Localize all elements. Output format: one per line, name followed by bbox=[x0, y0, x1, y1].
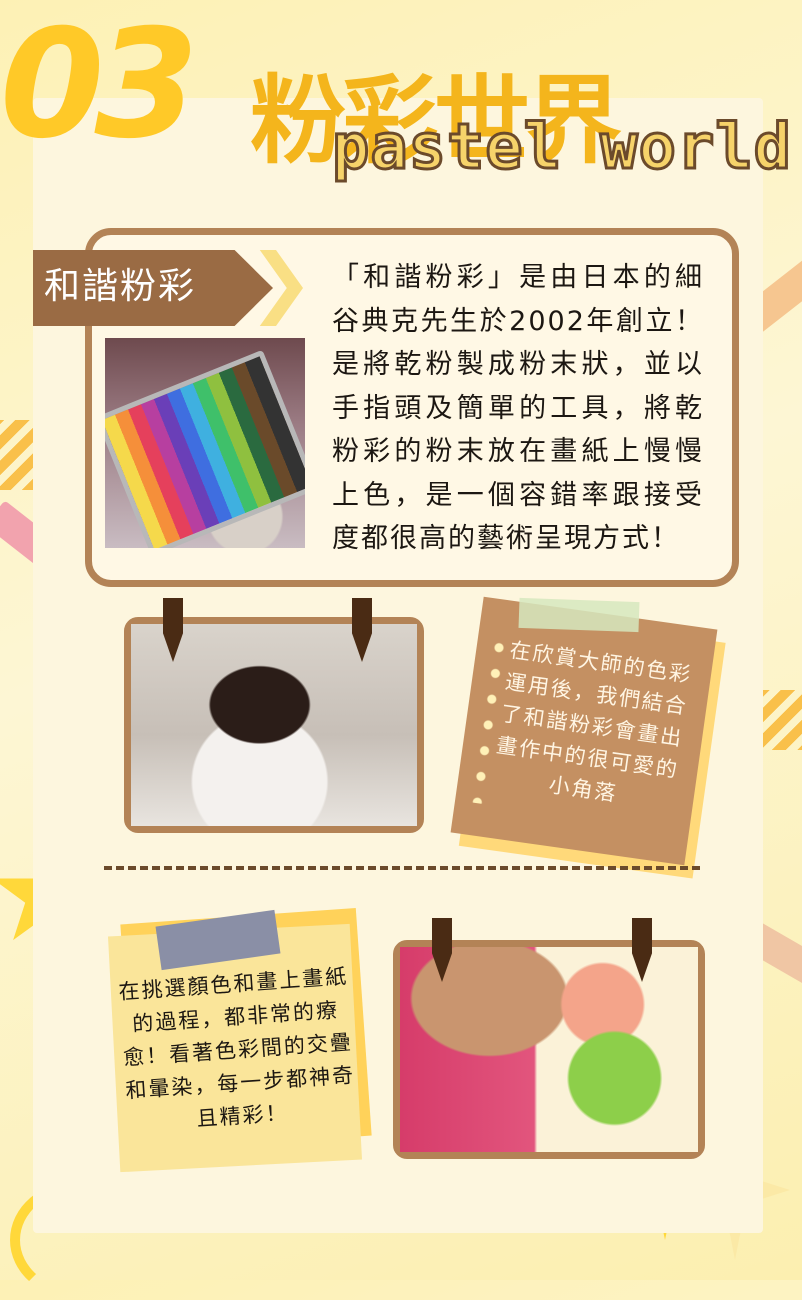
page-title: 粉彩世界 bbox=[250, 65, 622, 177]
dashed-divider bbox=[104, 866, 700, 870]
pin-icon bbox=[432, 918, 452, 982]
pin-icon bbox=[163, 598, 183, 662]
intro-text: 「和諧粉彩」是由日本的細谷典克先生於2002年創立！是將乾粉製成粉末狀，並以手指… bbox=[332, 262, 704, 554]
section-number: 03 bbox=[0, 0, 199, 172]
pastel-set-photo bbox=[105, 338, 305, 548]
finger-painting-photo bbox=[400, 947, 698, 1152]
tape-strip bbox=[518, 597, 640, 633]
page-subtitle: pastel world bbox=[331, 110, 793, 183]
section-tag bbox=[33, 250, 273, 326]
pastel-tray bbox=[105, 349, 305, 548]
pin-icon bbox=[632, 918, 652, 982]
pin-icon bbox=[352, 598, 372, 662]
section-tag-label: 和諧粉彩 bbox=[44, 266, 197, 307]
sticky-note-text: 在挑選顏色和畫上畫紙的過程，都非常的療愈！看著色彩間的交疊和暈染，每一步都神奇且… bbox=[117, 964, 356, 1132]
sticky-note-text: 在欣賞大師的色彩運用後，我們結合了和諧粉彩會畫出畫作中的很可愛的小角落 bbox=[494, 637, 694, 807]
student-drawing-photo bbox=[131, 624, 417, 826]
